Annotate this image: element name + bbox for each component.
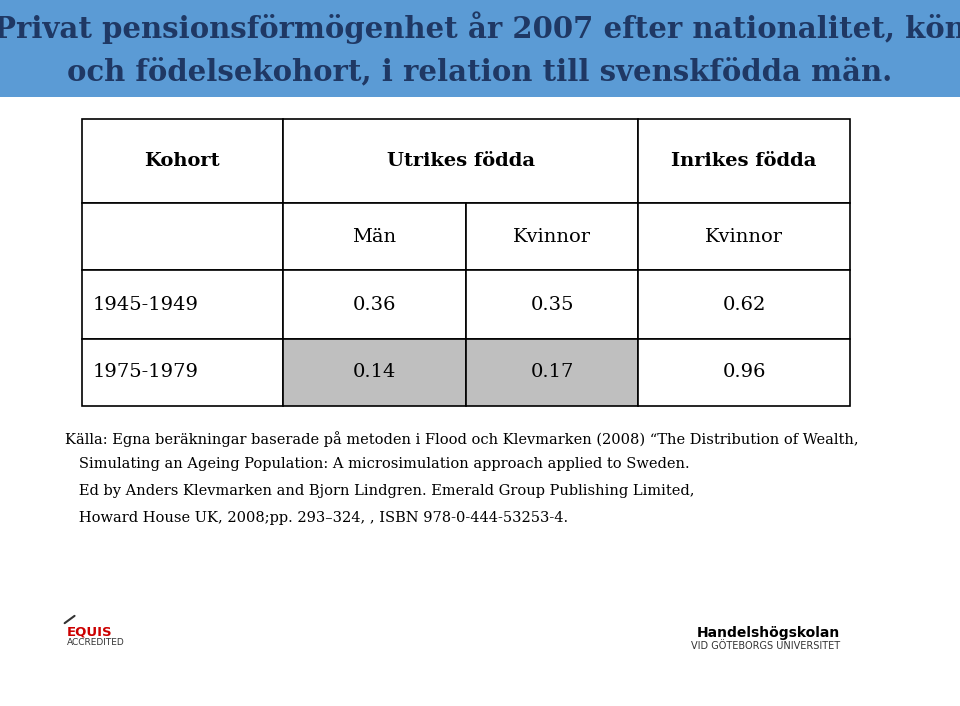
Text: och födelsekohort, i relation till svenskfödda män.: och födelsekohort, i relation till svens… bbox=[67, 58, 893, 87]
FancyBboxPatch shape bbox=[0, 0, 960, 97]
Text: Handelshögskolan: Handelshögskolan bbox=[697, 626, 840, 640]
Text: Kvinnor: Kvinnor bbox=[513, 228, 591, 246]
Text: 0.35: 0.35 bbox=[530, 296, 574, 313]
Text: Kohort: Kohort bbox=[145, 152, 220, 170]
FancyBboxPatch shape bbox=[82, 339, 283, 406]
Text: EQUIS: EQUIS bbox=[67, 626, 113, 638]
Text: 1945-1949: 1945-1949 bbox=[93, 296, 199, 313]
Text: 1975-1979: 1975-1979 bbox=[93, 364, 199, 381]
Text: VID GÖTEBORGS UNIVERSITET: VID GÖTEBORGS UNIVERSITET bbox=[691, 641, 840, 651]
Text: Kvinnor: Kvinnor bbox=[705, 228, 783, 246]
Text: 0.62: 0.62 bbox=[722, 296, 766, 313]
Text: 0.36: 0.36 bbox=[352, 296, 396, 313]
FancyBboxPatch shape bbox=[283, 270, 466, 339]
FancyBboxPatch shape bbox=[283, 339, 466, 406]
Text: ACCREDITED: ACCREDITED bbox=[67, 638, 125, 647]
Text: Ed by Anders Klevmarken and Bjorn Lindgren. Emerald Group Publishing Limited,: Ed by Anders Klevmarken and Bjorn Lindgr… bbox=[65, 484, 695, 498]
Text: 0.17: 0.17 bbox=[530, 364, 574, 381]
Text: Privat pensionsförmögenhet år 2007 efter nationalitet, kön: Privat pensionsförmögenhet år 2007 efter… bbox=[0, 11, 960, 44]
Text: 0.96: 0.96 bbox=[722, 364, 766, 381]
FancyBboxPatch shape bbox=[82, 119, 283, 203]
Text: 0.14: 0.14 bbox=[352, 364, 396, 381]
Text: Män: Män bbox=[352, 228, 396, 246]
FancyBboxPatch shape bbox=[466, 270, 638, 339]
Text: Källa: Egna beräkningar baserade på metoden i Flood och Klevmarken (2008) “The D: Källa: Egna beräkningar baserade på meto… bbox=[65, 431, 859, 446]
FancyBboxPatch shape bbox=[638, 203, 850, 270]
Text: Howard House UK, 2008;pp. 293–324, , ISBN 978-0-444-53253-4.: Howard House UK, 2008;pp. 293–324, , ISB… bbox=[65, 511, 568, 525]
FancyBboxPatch shape bbox=[466, 203, 638, 270]
FancyBboxPatch shape bbox=[283, 119, 638, 203]
FancyBboxPatch shape bbox=[466, 339, 638, 406]
FancyBboxPatch shape bbox=[638, 270, 850, 339]
FancyBboxPatch shape bbox=[283, 203, 466, 270]
FancyBboxPatch shape bbox=[638, 339, 850, 406]
Text: Simulating an Ageing Population: A microsimulation approach applied to Sweden.: Simulating an Ageing Population: A micro… bbox=[65, 457, 690, 472]
Text: Utrikes födda: Utrikes födda bbox=[387, 152, 535, 170]
FancyBboxPatch shape bbox=[82, 203, 283, 270]
FancyBboxPatch shape bbox=[82, 270, 283, 339]
FancyBboxPatch shape bbox=[638, 119, 850, 203]
Text: Inrikes födda: Inrikes födda bbox=[671, 152, 817, 170]
